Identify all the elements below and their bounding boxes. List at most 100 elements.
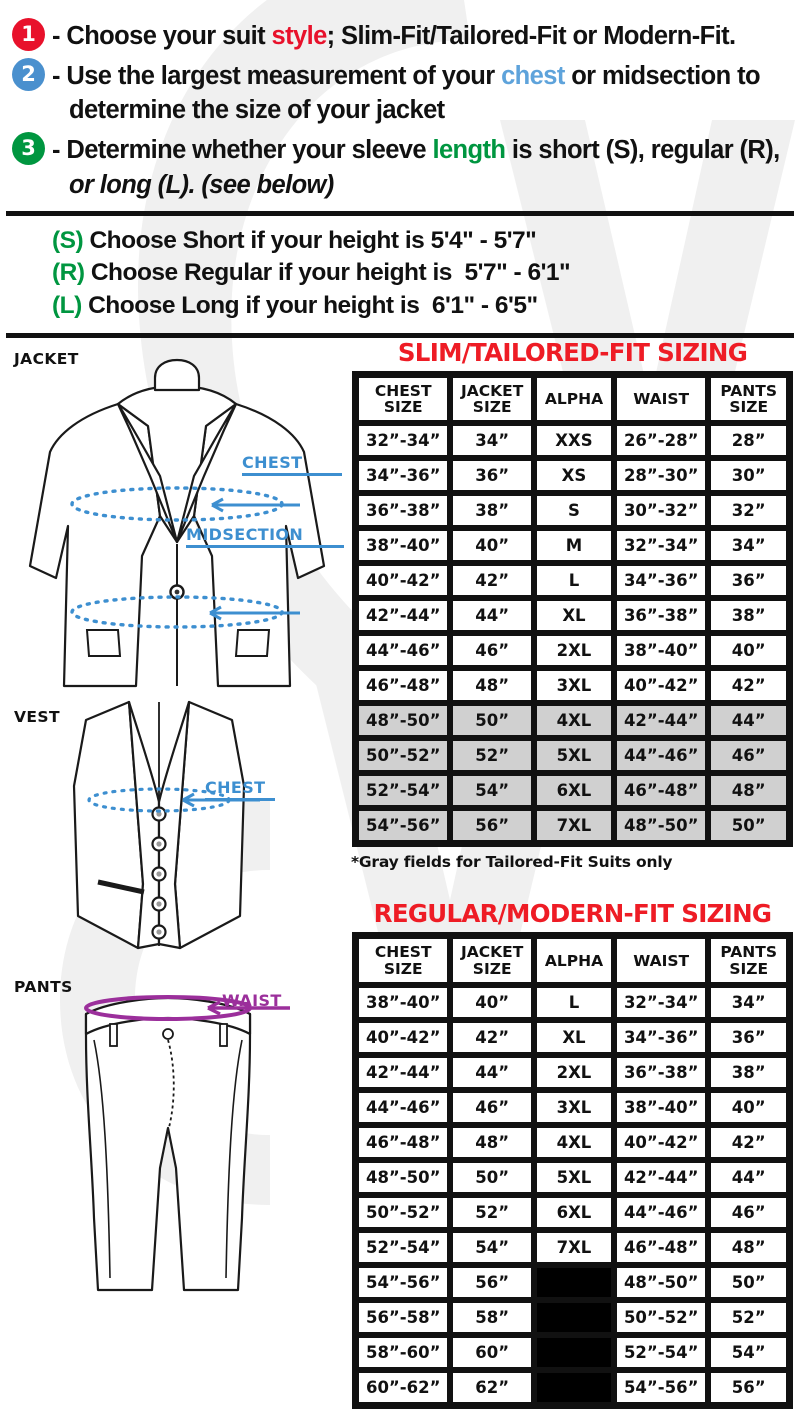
highlight-style: style [271,22,328,50]
cell-chest: 44”-46” [356,633,451,669]
table-row: 60”-62” 62” 54”-56” 56” [356,1370,789,1406]
cell-jacket: 54” [450,1230,534,1266]
cell-pants: 42” [708,668,789,704]
cell-chest: 38”-40” [356,528,451,564]
sleeve-length-key: (S) Choose Short if your height is 5'4" … [0,216,800,333]
table-row: 36”-38” 38” S 30”-32” 32” [356,493,789,529]
cell-waist: 42”-44” [613,703,709,739]
cell-waist: 44”-46” [613,738,709,774]
table-row: 58”-60” 60” 52”-54” 54” [356,1335,789,1371]
instruction-text-2: - Use the largest measurement of your ch… [52,58,761,127]
cell-pants: 56” [708,1370,789,1406]
cell-chest: 52”-54” [356,1230,451,1266]
th2-jacket-size: JACKET SIZE [450,936,534,986]
instruction-2-continuation: determine the size of your jacket [69,96,445,125]
garment-illustrations: JACKET [0,338,345,1298]
cell-pants: 46” [708,1195,789,1231]
cell-alpha: 4XL [533,703,614,739]
cell-waist: 34”-36” [613,563,709,599]
pants-illustration [84,994,290,1291]
table-row: 42”-44” 44” 2XL 36”-38” 38” [356,1055,789,1091]
instruction-text-1: - Choose your suit style; Slim-Fit/Tailo… [52,18,736,53]
instruction-item-3: 3 - Determine whether your sleeve length… [12,132,790,201]
instruction-2-seg-1: - Use the largest measurement of your [52,62,502,91]
table1-title: SLIM/TAILORED-FIT SIZING [397,337,748,367]
cell-alpha: L [533,985,614,1021]
cell-alpha [533,1265,614,1301]
table-row: 48”-50” 50” 4XL 42”-44” 44” [356,703,789,739]
cell-chest: 34”-36” [356,458,451,494]
cell-chest: 38”-40” [356,985,451,1021]
cell-waist: 28”-30” [613,458,709,494]
cell-alpha [533,1300,614,1336]
cell-jacket: 44” [450,1055,534,1091]
cell-chest: 36”-38” [356,493,451,529]
jacket-midsection-annotation: MIDSECTION [186,524,304,544]
cell-alpha: 6XL [533,773,614,809]
cell-alpha: XL [533,598,614,634]
table-row: 56”-58” 58” 50”-52” 52” [356,1300,789,1336]
cell-jacket: 46” [450,1090,534,1126]
table-row: 46”-48” 48” 4XL 40”-42” 42” [356,1125,789,1161]
cell-pants: 36” [708,1020,789,1056]
key-short: (S) [52,226,84,254]
cell-jacket: 40” [450,528,534,564]
cell-waist: 54”-56” [613,1370,709,1406]
cell-waist: 34”-36” [613,1020,709,1056]
cell-pants: 44” [708,703,789,739]
cell-pants: 36” [708,563,789,599]
cell-pants: 52” [708,1300,789,1336]
cell-jacket: 62” [450,1370,534,1406]
cell-pants: 48” [708,773,789,809]
th2-pants-size: PANTS SIZE [708,936,789,986]
instruction-1-seg-1: - Choose your suit [52,22,272,50]
table-row: 34”-36” 36” XS 28”-30” 30” [356,458,789,494]
cell-pants: 28” [708,423,789,459]
cell-pants: 40” [708,633,789,669]
height-rule-short: (S) Choose Short if your height is 5'4" … [52,225,800,258]
jacket-chest-annotation: CHEST [242,452,303,472]
cell-jacket: 60” [450,1335,534,1371]
cell-waist: 38”-40” [613,1090,709,1126]
cell-alpha: 2XL [533,1055,614,1091]
key-long: (L) [52,291,82,319]
table-row: 50”-52” 52” 6XL 44”-46” 46” [356,1195,789,1231]
cell-jacket: 40” [450,985,534,1021]
cell-jacket: 48” [450,1125,534,1161]
cell-waist: 36”-38” [613,1055,709,1091]
th-pants-size: PANTS SIZE [708,374,789,424]
instruction-2-seg-3: or midsection to [564,62,760,91]
table-row: 52”-54” 54” 7XL 46”-48” 48” [356,1230,789,1266]
cell-alpha: 7XL [533,808,614,844]
cell-waist: 48”-50” [613,1265,709,1301]
cell-waist: 44”-46” [613,1195,709,1231]
highlight-chest: chest [501,62,565,91]
table-row: 38”-40” 40” L 32”-34” 34” [356,985,789,1021]
cell-jacket: 56” [450,1265,534,1301]
th2-chest-size: CHEST SIZE [356,936,451,986]
height-short-text: Choose Short if your height is 5'4" - 5'… [83,226,537,254]
height-long-text: Choose Long if your height is 6'1" - 6'5… [81,291,538,319]
cell-jacket: 34” [450,423,534,459]
cell-pants: 40” [708,1090,789,1126]
cell-alpha: XXS [533,423,614,459]
cell-waist: 42”-44” [613,1160,709,1196]
step-badge-2: 2 [12,58,45,92]
cell-jacket: 36” [450,458,534,494]
table-row: 46”-48” 48” 3XL 40”-42” 42” [356,668,789,704]
vest-label: VEST [14,707,60,726]
cell-chest: 54”-56” [356,808,451,844]
cell-pants: 46” [708,738,789,774]
midsection-underline [186,544,344,548]
cell-jacket: 48” [450,668,534,704]
instruction-item-1: 1 - Choose your suit style; Slim-Fit/Tai… [12,18,790,53]
th-waist: WAIST [613,374,709,424]
cell-waist: 32”-34” [613,528,709,564]
cell-pants: 44” [708,1160,789,1196]
table2-header-row: CHEST SIZE JACKET SIZE ALPHA WAIST PANTS… [356,936,789,986]
th-jacket-size: JACKET SIZE [450,374,534,424]
table1-footnote: *Gray fields for Tailored-Fit Suits only [351,853,673,872]
instructions-list: 1 - Choose your suit style; Slim-Fit/Tai… [0,0,800,202]
cell-jacket: 56” [450,808,534,844]
cell-alpha: XS [533,458,614,494]
